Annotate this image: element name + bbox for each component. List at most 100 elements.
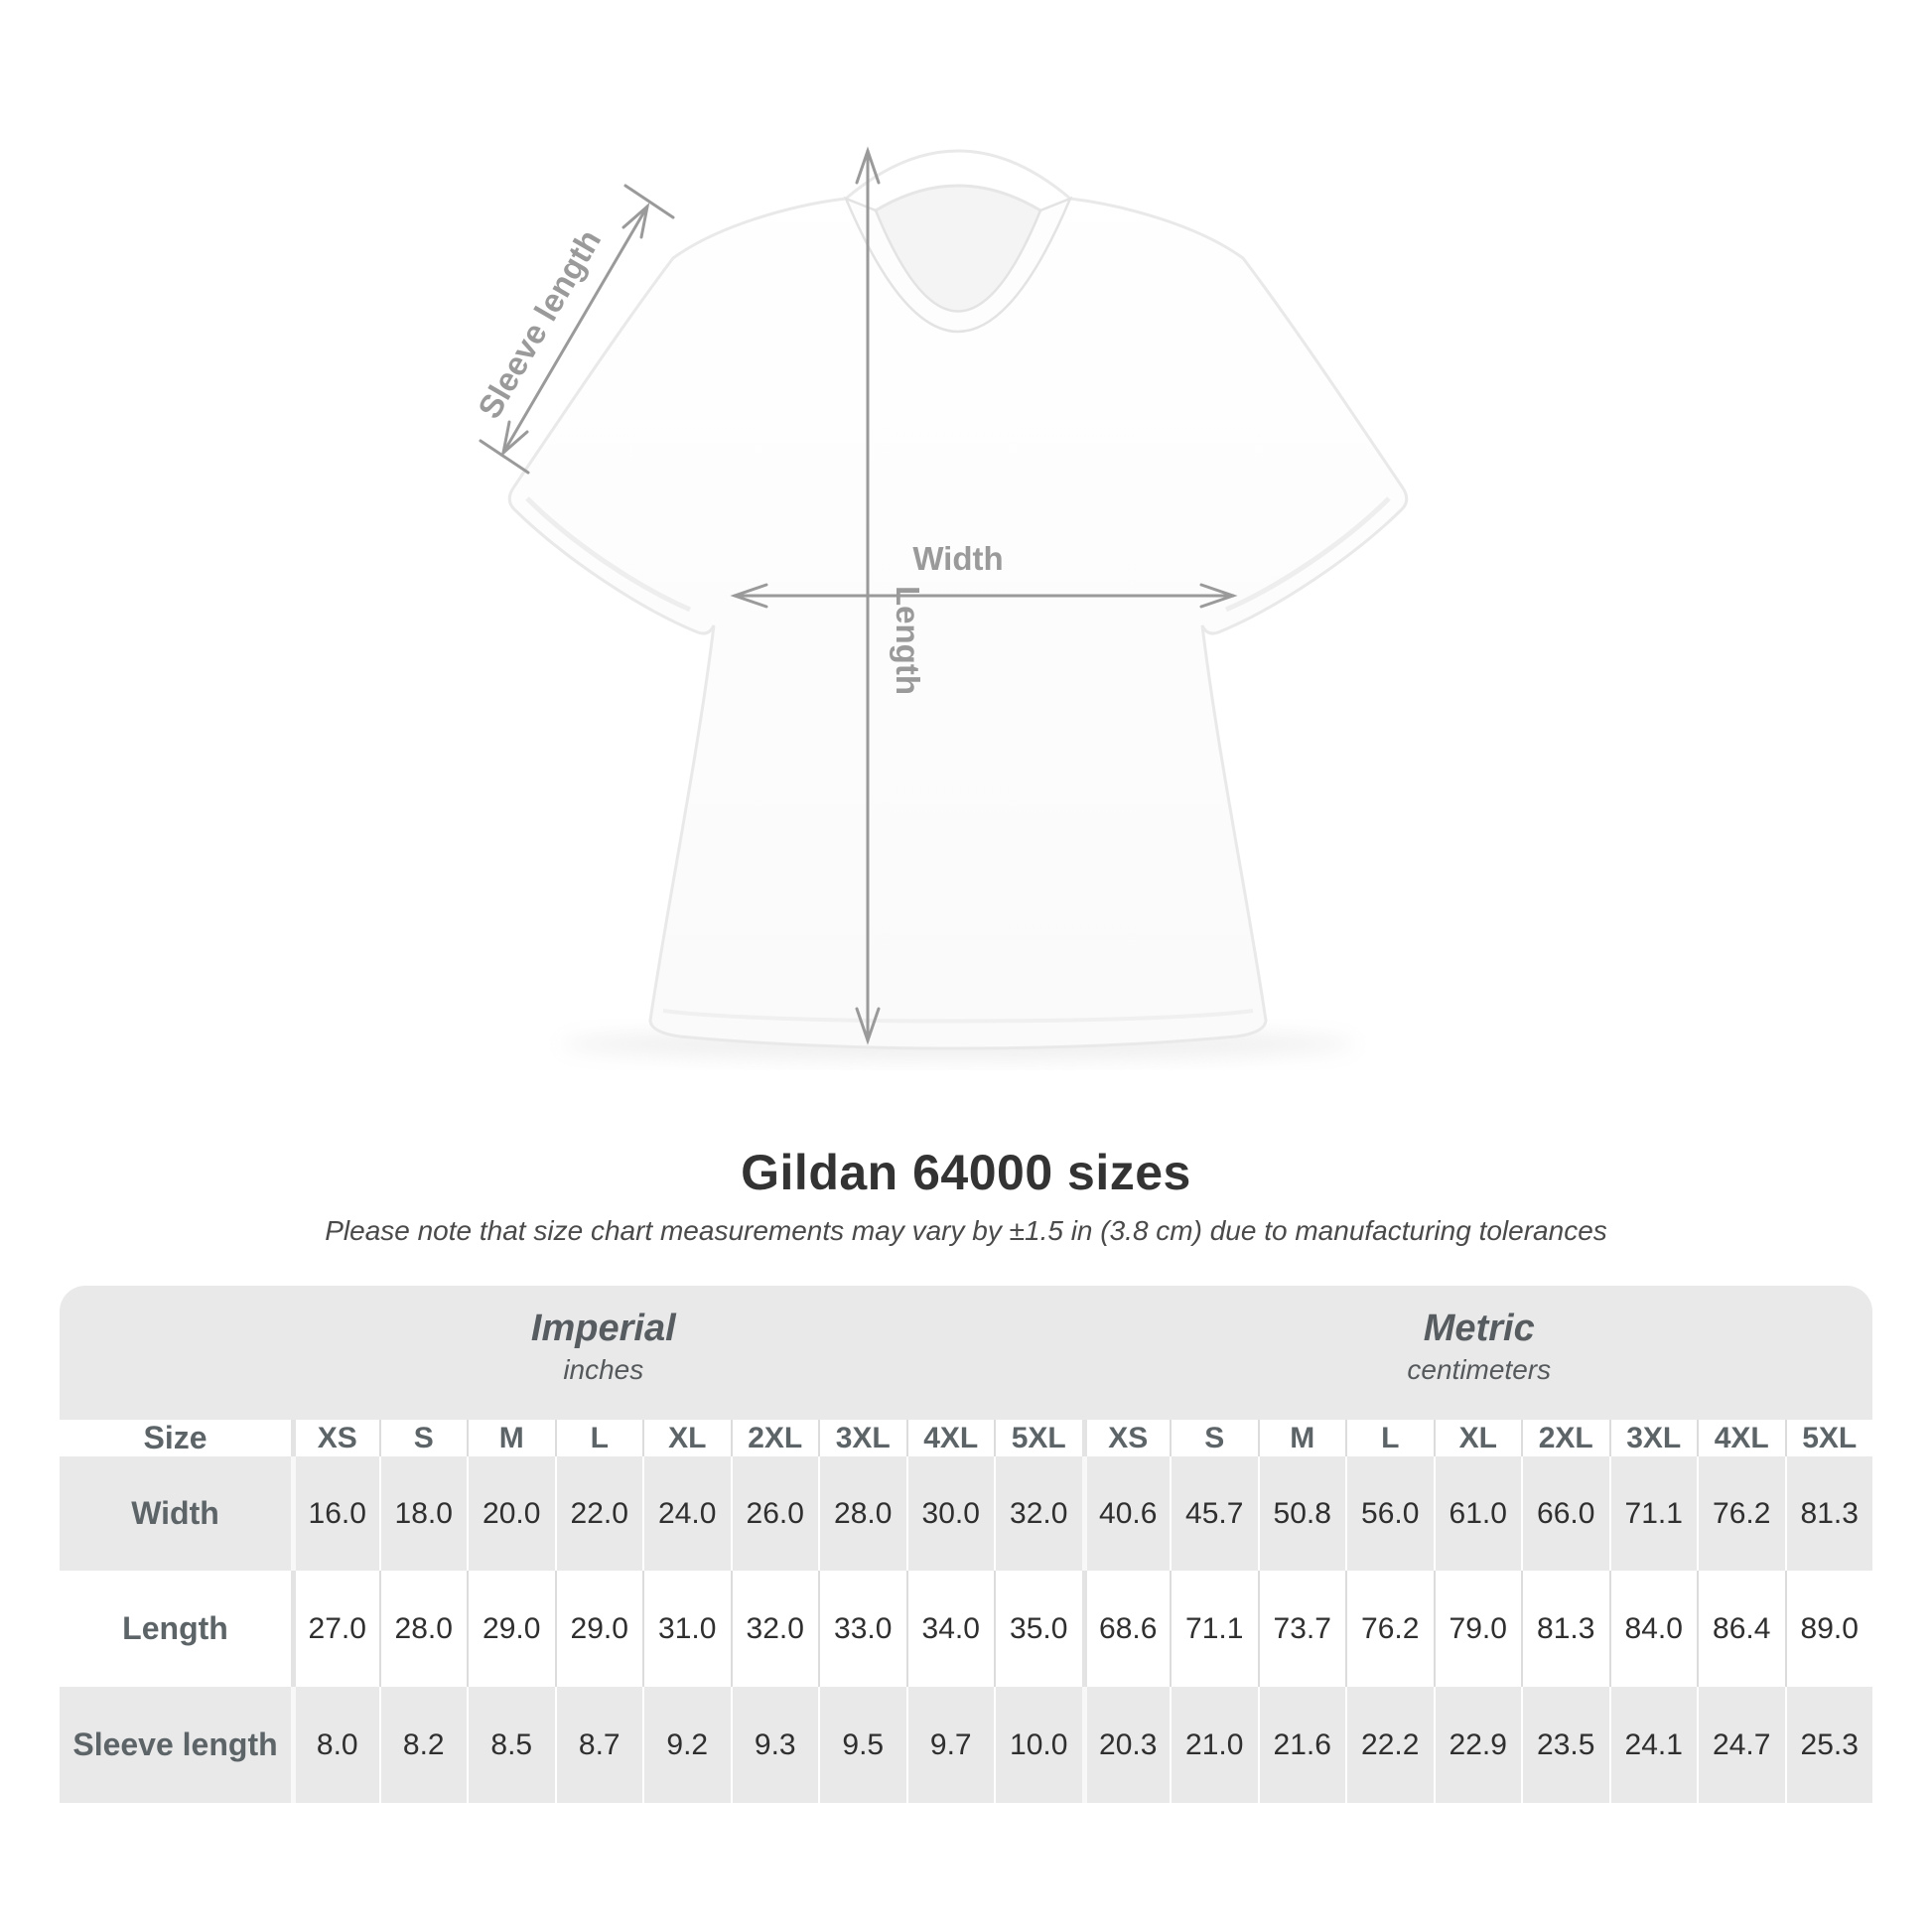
metric-value-cell: 45.7 bbox=[1170, 1456, 1258, 1571]
imperial-value-cell: 8.0 bbox=[291, 1687, 379, 1803]
imperial-value-cell: 29.0 bbox=[467, 1571, 555, 1687]
imperial-unit: inches bbox=[563, 1354, 644, 1385]
imperial-value-cell: 31.0 bbox=[642, 1571, 731, 1687]
size-col-header: L bbox=[554, 1420, 643, 1456]
size-col-header: XS bbox=[291, 1420, 379, 1456]
metric-value-cell: 81.3 bbox=[1784, 1456, 1873, 1571]
size-col-header: XL bbox=[1433, 1420, 1522, 1456]
left-sleeve-fold bbox=[525, 496, 692, 613]
imperial-value-cell: 24.0 bbox=[642, 1456, 731, 1571]
metric-value-cell: 86.4 bbox=[1697, 1571, 1785, 1687]
tshirt-body bbox=[507, 149, 1409, 1050]
imperial-value-cell: 33.0 bbox=[818, 1571, 906, 1687]
metric-value-cell: 25.3 bbox=[1784, 1687, 1873, 1803]
size-col-header: S bbox=[378, 1420, 468, 1456]
size-col-header: M bbox=[467, 1420, 555, 1456]
metric-header: Metric centimeters bbox=[1407, 1306, 1551, 1389]
tshirt-diagram: Sleeve length Length Width bbox=[471, 146, 1409, 1060]
hem-stitch bbox=[662, 1009, 1254, 1024]
metric-unit: centimeters bbox=[1407, 1354, 1552, 1385]
neck-opening bbox=[876, 185, 1040, 312]
metric-value-cell: 56.0 bbox=[1345, 1456, 1434, 1571]
imperial-value-cell: 28.0 bbox=[378, 1571, 468, 1687]
metric-value-cell: 79.0 bbox=[1433, 1571, 1522, 1687]
metric-value-cell: 22.9 bbox=[1433, 1687, 1522, 1803]
metric-value-cell: 22.2 bbox=[1345, 1687, 1434, 1803]
back-collar-edge bbox=[875, 184, 1041, 212]
metric-value-cell: 50.8 bbox=[1257, 1456, 1346, 1571]
size-column-label: Size bbox=[143, 1420, 207, 1455]
size-col-header: XS bbox=[1081, 1420, 1171, 1456]
row-label: Sleeve length bbox=[72, 1726, 278, 1762]
imperial-value-cell: 32.0 bbox=[730, 1571, 819, 1687]
size-col-header: S bbox=[1170, 1420, 1258, 1456]
metric-value-cell: 61.0 bbox=[1433, 1456, 1522, 1571]
imperial-value-cell: 20.0 bbox=[467, 1456, 555, 1571]
metric-value-cell: 40.6 bbox=[1081, 1456, 1171, 1571]
tolerance-note: Please note that size chart measurements… bbox=[325, 1215, 1607, 1246]
imperial-value-cell: 8.2 bbox=[378, 1687, 468, 1803]
imperial-value-cell: 34.0 bbox=[905, 1571, 995, 1687]
size-col-header: 3XL bbox=[818, 1420, 906, 1456]
imperial-value-cell: 9.5 bbox=[818, 1687, 906, 1803]
size-col-header: 2XL bbox=[1521, 1420, 1609, 1456]
width-label: Width bbox=[912, 540, 1003, 577]
metric-value-cell: 21.0 bbox=[1170, 1687, 1258, 1803]
size-col-header: 5XL bbox=[994, 1420, 1082, 1456]
imperial-value-cell: 26.0 bbox=[730, 1456, 819, 1571]
metric-value-cell: 24.1 bbox=[1608, 1687, 1698, 1803]
imperial-title: Imperial bbox=[530, 1308, 676, 1349]
metric-value-cell: 76.2 bbox=[1697, 1456, 1785, 1571]
imperial-value-cell: 8.5 bbox=[467, 1687, 555, 1803]
imperial-value-cell: 28.0 bbox=[818, 1456, 906, 1571]
right-sleeve-fold bbox=[1224, 496, 1391, 613]
page-title: Gildan 64000 sizes bbox=[741, 1145, 1191, 1200]
units-band: Imperial inches Metric centimeters bbox=[60, 1286, 1872, 1420]
size-col-header: 2XL bbox=[730, 1420, 819, 1456]
metric-value-cell: 66.0 bbox=[1521, 1456, 1609, 1571]
imperial-header: Imperial inches bbox=[531, 1306, 676, 1389]
metric-value-cell: 71.1 bbox=[1608, 1456, 1698, 1571]
imperial-value-cell: 32.0 bbox=[994, 1456, 1082, 1571]
measurement-row: Sleeve length 8.0 8.2 8.5 8.7 9.2 9.3 9.5 9.7 10.… bbox=[60, 1687, 1872, 1803]
row-label: Width bbox=[131, 1495, 219, 1531]
size-col-header: 3XL bbox=[1608, 1420, 1698, 1456]
metric-value-cell: 89.0 bbox=[1784, 1571, 1873, 1687]
imperial-value-cell: 27.0 bbox=[291, 1571, 379, 1687]
metric-value-cell: 24.7 bbox=[1697, 1687, 1785, 1803]
metric-title: Metric bbox=[1423, 1308, 1535, 1349]
metric-value-cell: 73.7 bbox=[1257, 1571, 1346, 1687]
metric-value-cell: 21.6 bbox=[1257, 1687, 1346, 1803]
size-col-header: 4XL bbox=[905, 1420, 995, 1456]
imperial-value-cell: 16.0 bbox=[291, 1456, 379, 1571]
size-col-header: L bbox=[1345, 1420, 1434, 1456]
imperial-value-cell: 9.2 bbox=[642, 1687, 731, 1803]
metric-value-cell: 20.3 bbox=[1081, 1687, 1171, 1803]
size-col-header: 4XL bbox=[1697, 1420, 1785, 1456]
imperial-value-cell: 18.0 bbox=[378, 1456, 468, 1571]
measurement-row: Length 27.0 28.0 29.0 29.0 31.0 32.0 33.0 34.0 35… bbox=[60, 1571, 1872, 1687]
size-grid: Size XS S M L XL 2XL 3XL 4XL 5XL XS S M L XL 2XL 3XL 4XL 5… bbox=[60, 1420, 1872, 1803]
sleeve-length-arrow bbox=[479, 184, 675, 475]
imperial-value-cell: 9.7 bbox=[905, 1687, 995, 1803]
metric-value-cell: 68.6 bbox=[1081, 1571, 1171, 1687]
size-col-header: M bbox=[1257, 1420, 1346, 1456]
imperial-value-cell: 22.0 bbox=[554, 1456, 643, 1571]
metric-value-cell: 71.1 bbox=[1170, 1571, 1258, 1687]
measurement-row: Width 16.0 18.0 20.0 22.0 24.0 26.0 28.0 30.0 32.… bbox=[60, 1456, 1872, 1571]
imperial-value-cell: 30.0 bbox=[905, 1456, 995, 1571]
metric-value-cell: 84.0 bbox=[1608, 1571, 1698, 1687]
metric-value-cell: 81.3 bbox=[1521, 1571, 1609, 1687]
metric-value-cell: 23.5 bbox=[1521, 1687, 1609, 1803]
imperial-value-cell: 10.0 bbox=[994, 1687, 1082, 1803]
imperial-value-cell: 29.0 bbox=[554, 1571, 643, 1687]
length-label: Length bbox=[890, 586, 926, 695]
size-col-header: 5XL bbox=[1784, 1420, 1873, 1456]
size-table: Imperial inches Metric centimeters Size X… bbox=[60, 1286, 1872, 1886]
row-label: Length bbox=[122, 1610, 228, 1646]
width-arrow bbox=[730, 583, 1238, 609]
imperial-value-cell: 8.7 bbox=[554, 1687, 643, 1803]
imperial-value-cell: 9.3 bbox=[730, 1687, 819, 1803]
collar-band bbox=[843, 196, 1073, 334]
